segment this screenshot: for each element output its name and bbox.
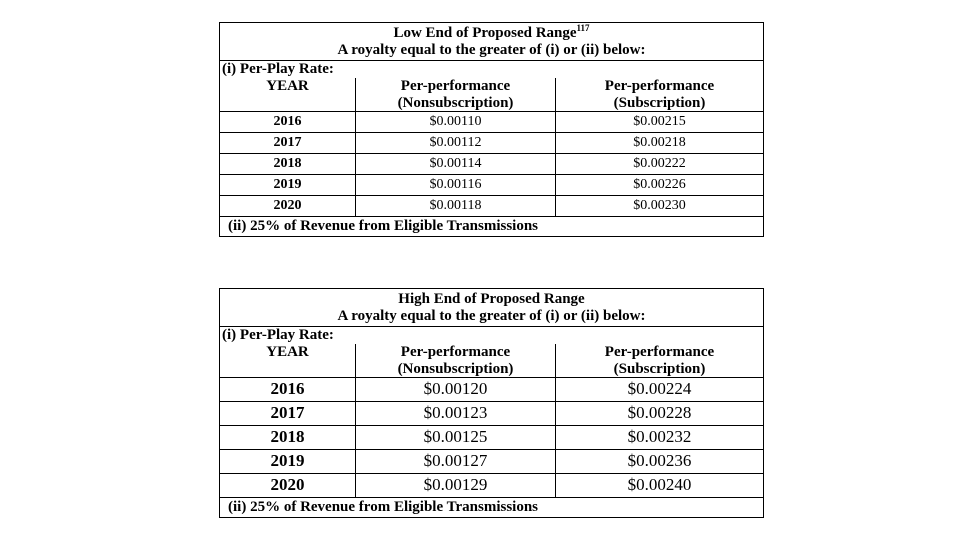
low-year-2020: 2020 (219, 195, 356, 217)
low-nonsub-2019: $0.00116 (355, 174, 556, 196)
low-year-header: YEAR (219, 78, 356, 112)
low-sub-header: Per-performance (Subscription) (555, 78, 764, 112)
low-nonsub-2018: $0.00114 (355, 153, 556, 175)
high-sub-2020: $0.00240 (555, 473, 764, 498)
table-row: 2017 $0.00112 $0.00218 (219, 132, 764, 154)
high-year-2018: 2018 (219, 425, 356, 450)
low-year-2016: 2016 (219, 111, 356, 133)
high-table-subtitle: A royalty equal to the greater of (i) or… (337, 307, 646, 324)
high-year-2017: 2017 (219, 401, 356, 426)
table-row: 2020 $0.00118 $0.00230 (219, 195, 764, 217)
low-end-rate-table: Low End of Proposed Range117 A royalty e… (219, 22, 764, 237)
low-nonsub-2016: $0.00110 (355, 111, 556, 133)
low-sub-header-line2: (Subscription) (613, 94, 706, 111)
low-year-2019: 2019 (219, 174, 356, 196)
high-nonsub-2020: $0.00129 (355, 473, 556, 498)
table-row: 2017 $0.00123 $0.00228 (219, 401, 764, 426)
low-nonsub-header: Per-performance (Nonsubscription) (355, 78, 556, 112)
low-nonsub-2017: $0.00112 (355, 132, 556, 154)
high-sub-2017: $0.00228 (555, 401, 764, 426)
high-year-2020: 2020 (219, 473, 356, 498)
high-sub-header: Per-performance (Subscription) (555, 344, 764, 378)
table-row: 2019 $0.00116 $0.00226 (219, 174, 764, 196)
low-year-2017: 2017 (219, 132, 356, 154)
low-nonsub-header-line1: Per-performance (400, 78, 511, 94)
high-year-2016: 2016 (219, 377, 356, 402)
table-row: 2020 $0.00129 $0.00240 (219, 473, 764, 498)
low-year-2018: 2018 (219, 153, 356, 175)
table-row: 2016 $0.00120 $0.00224 (219, 377, 764, 402)
high-table-title-cell: High End of Proposed Range A royalty equ… (219, 288, 764, 327)
table-row: 2019 $0.00127 $0.00236 (219, 449, 764, 474)
high-year-2019: 2019 (219, 449, 356, 474)
high-nonsub-header-line1: Per-performance (400, 344, 511, 360)
low-table-title: Low End of Proposed Range (393, 25, 577, 41)
high-table-title: High End of Proposed Range (398, 291, 585, 307)
table-row: 2018 $0.00114 $0.00222 (219, 153, 764, 175)
high-sub-header-line1: Per-performance (604, 344, 715, 360)
high-revenue-label: (ii) 25% of Revenue from Eligible Transm… (219, 497, 764, 518)
high-nonsub-header-line2: (Nonsubscription) (397, 360, 514, 377)
high-nonsub-2019: $0.00127 (355, 449, 556, 474)
low-sub-2019: $0.00226 (555, 174, 764, 196)
low-per-play-label: (i) Per-Play Rate: (219, 60, 764, 78)
low-revenue-label: (ii) 25% of Revenue from Eligible Transm… (219, 216, 764, 237)
high-sub-header-line2: (Subscription) (613, 360, 706, 377)
low-table-title-cell: Low End of Proposed Range117 A royalty e… (219, 22, 764, 61)
low-sub-2016: $0.00215 (555, 111, 764, 133)
low-sub-header-line1: Per-performance (604, 78, 715, 94)
high-sub-2019: $0.00236 (555, 449, 764, 474)
high-nonsub-2016: $0.00120 (355, 377, 556, 402)
high-end-rate-table: High End of Proposed Range A royalty equ… (219, 288, 764, 518)
low-sub-2020: $0.00230 (555, 195, 764, 217)
high-per-play-label: (i) Per-Play Rate: (219, 326, 764, 344)
low-nonsub-2020: $0.00118 (355, 195, 556, 217)
high-sub-2016: $0.00224 (555, 377, 764, 402)
footnote-ref: 117 (576, 23, 590, 33)
high-year-header: YEAR (219, 344, 356, 378)
table-row: 2016 $0.00110 $0.00215 (219, 111, 764, 133)
low-nonsub-header-line2: (Nonsubscription) (397, 94, 514, 111)
low-sub-2017: $0.00218 (555, 132, 764, 154)
high-nonsub-2017: $0.00123 (355, 401, 556, 426)
low-table-subtitle: A royalty equal to the greater of (i) or… (337, 41, 646, 58)
low-table-title-line: Low End of Proposed Range117 (220, 23, 763, 42)
high-sub-2018: $0.00232 (555, 425, 764, 450)
low-sub-2018: $0.00222 (555, 153, 764, 175)
high-nonsub-header: Per-performance (Nonsubscription) (355, 344, 556, 378)
table-row: 2018 $0.00125 $0.00232 (219, 425, 764, 450)
high-nonsub-2018: $0.00125 (355, 425, 556, 450)
